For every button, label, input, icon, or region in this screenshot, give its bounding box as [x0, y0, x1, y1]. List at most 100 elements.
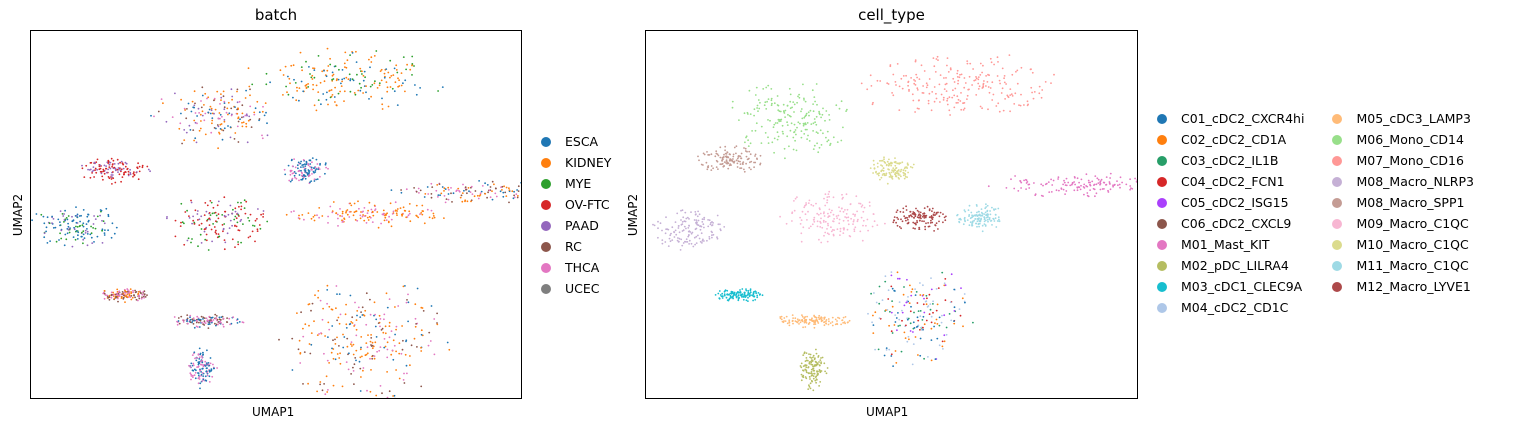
data-point [371, 354, 374, 357]
data-point [448, 348, 451, 351]
data-point [45, 230, 47, 233]
data-point [1005, 187, 1008, 189]
data-point [95, 171, 98, 174]
cluster [731, 83, 848, 160]
data-point [211, 117, 214, 119]
data-point [113, 232, 116, 235]
data-point [302, 163, 305, 166]
data-point [58, 239, 60, 241]
data-point [880, 164, 882, 167]
data-point [712, 167, 714, 170]
data-point [732, 158, 734, 160]
data-point [982, 86, 984, 89]
data-point [976, 220, 979, 223]
data-point [137, 290, 140, 293]
data-point [719, 229, 722, 232]
data-point [968, 75, 971, 78]
data-point [222, 129, 225, 132]
data-point [236, 101, 239, 104]
data-point [716, 214, 719, 217]
data-point [205, 317, 208, 320]
data-point [788, 87, 791, 90]
data-point [114, 168, 117, 170]
data-point [845, 110, 847, 112]
data-point [191, 374, 194, 377]
data-point [912, 163, 915, 166]
data-point [216, 90, 219, 93]
data-point [327, 167, 329, 170]
cluster [799, 348, 829, 392]
data-point [316, 334, 319, 336]
data-point [311, 161, 313, 164]
data-point [401, 214, 403, 217]
data-point [903, 172, 905, 175]
data-point [922, 315, 925, 318]
data-point [839, 227, 842, 230]
data-point [674, 229, 677, 232]
data-point [781, 130, 784, 133]
data-point [821, 113, 824, 116]
data-point [978, 220, 981, 223]
data-point [193, 326, 196, 329]
data-point [835, 104, 838, 107]
data-point [405, 188, 408, 191]
data-point [330, 89, 333, 91]
data-point [753, 295, 755, 298]
data-point [310, 76, 313, 79]
data-point [96, 215, 99, 218]
data-point [382, 331, 385, 334]
data-point [343, 90, 346, 93]
data-point [349, 202, 352, 205]
data-point [990, 61, 993, 64]
data-point [803, 97, 805, 100]
data-point [294, 82, 297, 84]
data-point [1009, 88, 1012, 90]
data-point [392, 395, 394, 397]
data-point [914, 84, 917, 86]
data-point [929, 308, 932, 311]
data-point [744, 296, 747, 298]
data-point [364, 76, 366, 79]
data-point [844, 216, 846, 218]
data-point [788, 319, 791, 322]
data-point [138, 295, 140, 298]
data-point [813, 365, 815, 368]
data-point [340, 85, 343, 87]
data-point [473, 195, 476, 198]
data-point [238, 205, 240, 208]
data-point [804, 115, 806, 118]
data-point [1014, 175, 1016, 177]
data-point [351, 78, 354, 81]
data-point [945, 215, 947, 218]
data-point [341, 219, 343, 222]
data-point [91, 242, 94, 245]
data-point [324, 172, 326, 175]
data-point [822, 221, 825, 223]
data-point [731, 100, 734, 103]
data-point [805, 123, 807, 126]
data-point [221, 224, 224, 226]
data-point [231, 113, 233, 116]
data-point [1007, 95, 1009, 98]
data-point [953, 306, 956, 309]
data-point [807, 134, 809, 137]
data-point [919, 337, 922, 340]
data-point [776, 95, 779, 97]
data-point [675, 233, 678, 236]
data-point [316, 178, 319, 181]
data-point [818, 146, 821, 149]
data-point [367, 209, 369, 212]
data-point [707, 154, 710, 156]
data-point [82, 238, 85, 241]
data-point [190, 373, 193, 376]
data-point [222, 230, 224, 233]
data-point [697, 224, 700, 227]
data-point [335, 104, 338, 107]
data-point [690, 242, 693, 245]
data-point [116, 288, 119, 291]
data-point [819, 212, 822, 215]
data-point [873, 292, 875, 294]
data-point [478, 195, 481, 197]
data-point [766, 100, 768, 103]
data-point [327, 222, 329, 224]
